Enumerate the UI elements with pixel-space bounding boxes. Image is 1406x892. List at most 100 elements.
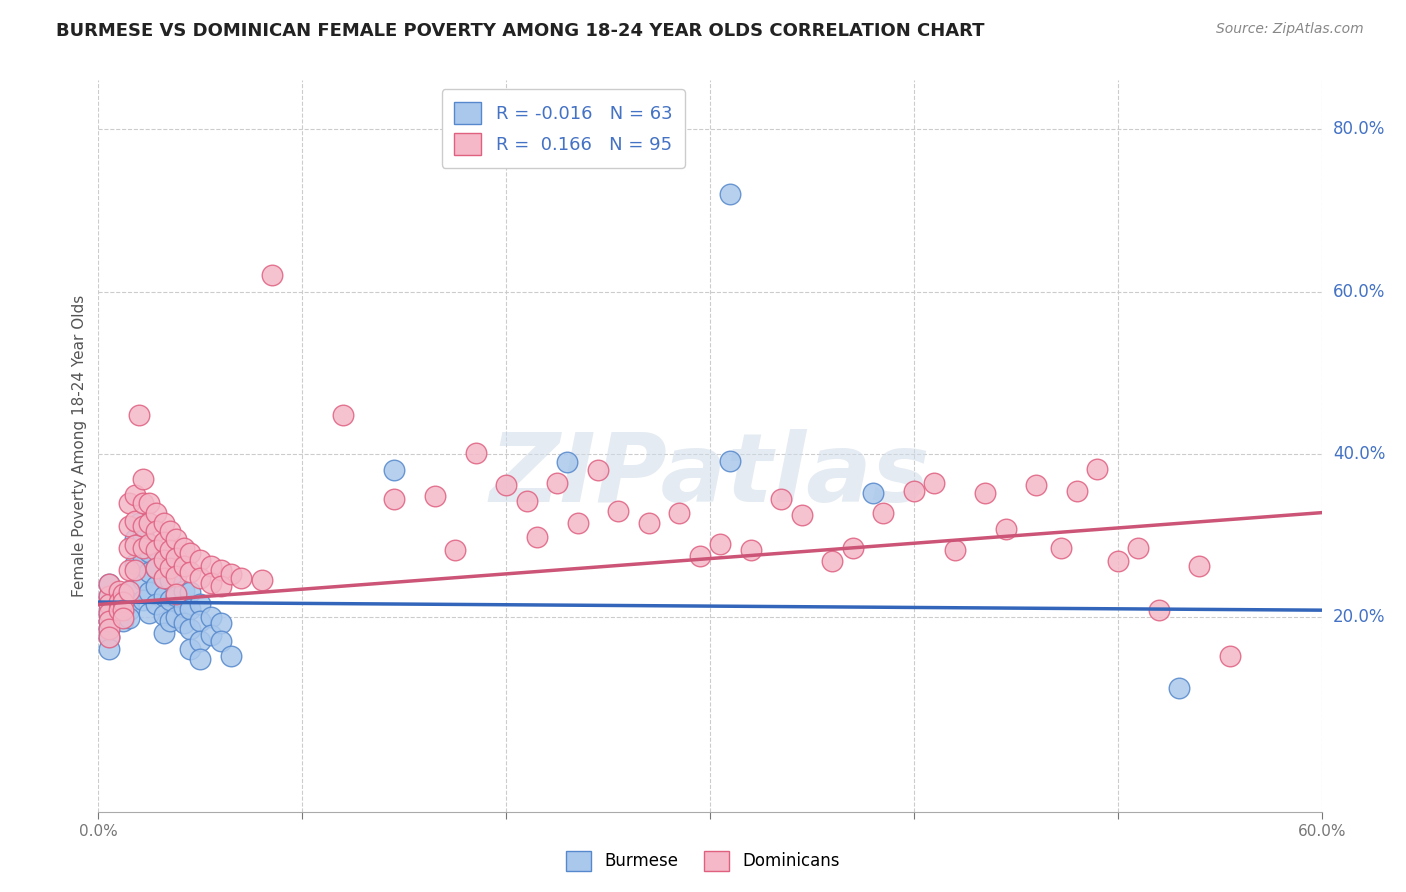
Point [200,609,222,624]
Point [152,535,174,549]
Point [179,642,201,657]
Point [152,553,174,567]
Point [138,536,160,550]
Point [118,562,141,576]
Point [97,614,120,628]
Point [862,486,884,500]
Point [165,551,187,566]
Point [159,561,181,575]
Point [97,622,120,636]
Point [165,609,187,624]
Legend: R = -0.016   N = 63, R =  0.166   N = 95: R = -0.016 N = 63, R = 0.166 N = 95 [441,89,685,168]
Point [165,587,187,601]
Text: BURMESE VS DOMINICAN FEMALE POVERTY AMONG 18-24 YEAR OLDS CORRELATION CHART: BURMESE VS DOMINICAN FEMALE POVERTY AMON… [56,22,984,40]
Point [152,571,174,585]
Point [159,614,181,628]
Point [209,616,232,631]
Point [943,543,966,558]
Point [159,593,181,607]
Point [97,606,120,620]
Point [159,543,181,558]
Point [118,583,141,598]
Point [152,571,174,585]
Point [132,553,155,567]
Point [179,622,201,636]
Point [718,187,742,202]
Point [145,579,167,593]
Point [1066,483,1088,498]
Point [165,590,187,604]
Point [740,543,762,558]
Point [382,463,405,477]
Point [1147,603,1170,617]
Point [423,489,446,503]
Point [108,583,131,598]
Point [567,516,589,531]
Point [132,496,155,510]
Point [770,491,793,506]
Point [111,595,134,609]
Point [152,608,174,623]
Point [118,541,141,555]
Point [145,598,167,612]
Point [173,559,195,574]
Point [382,491,405,506]
Point [1167,681,1189,696]
Point [108,587,131,601]
Point [97,598,120,612]
Point [1188,559,1211,574]
Point [111,603,134,617]
Point [97,614,120,628]
Point [872,506,894,520]
Point [118,603,141,617]
Point [231,571,253,585]
Point [718,453,742,467]
Point [546,475,568,490]
Point [209,562,232,576]
Point [219,648,242,663]
Text: 20.0%: 20.0% [1333,607,1385,625]
Point [132,518,155,533]
Point [260,268,283,283]
Point [179,546,201,560]
Point [250,573,273,587]
Point [145,561,167,575]
Point [138,516,160,531]
Point [124,514,146,528]
Point [111,614,134,628]
Point [689,549,711,563]
Point [974,486,997,500]
Point [97,606,120,620]
Point [165,569,187,583]
Point [108,603,131,617]
Point [159,524,181,539]
Point [138,496,160,510]
Point [637,516,661,531]
Point [1107,554,1129,568]
Point [173,616,195,631]
Point [124,557,146,571]
Point [668,506,690,520]
Point [173,599,195,614]
Point [97,642,120,657]
Point [97,590,120,604]
Point [118,611,141,625]
Point [444,543,467,558]
Point [111,611,134,625]
Point [145,543,167,558]
Point [159,573,181,587]
Point [200,575,222,590]
Point [111,587,134,601]
Point [209,634,232,648]
Point [179,585,201,599]
Point [903,483,925,498]
Point [132,573,155,587]
Point [188,571,212,585]
Point [111,593,134,607]
Point [97,598,120,612]
Point [841,541,863,555]
Point [118,583,141,598]
Point [709,536,731,550]
Point [1219,648,1241,663]
Point [111,598,134,612]
